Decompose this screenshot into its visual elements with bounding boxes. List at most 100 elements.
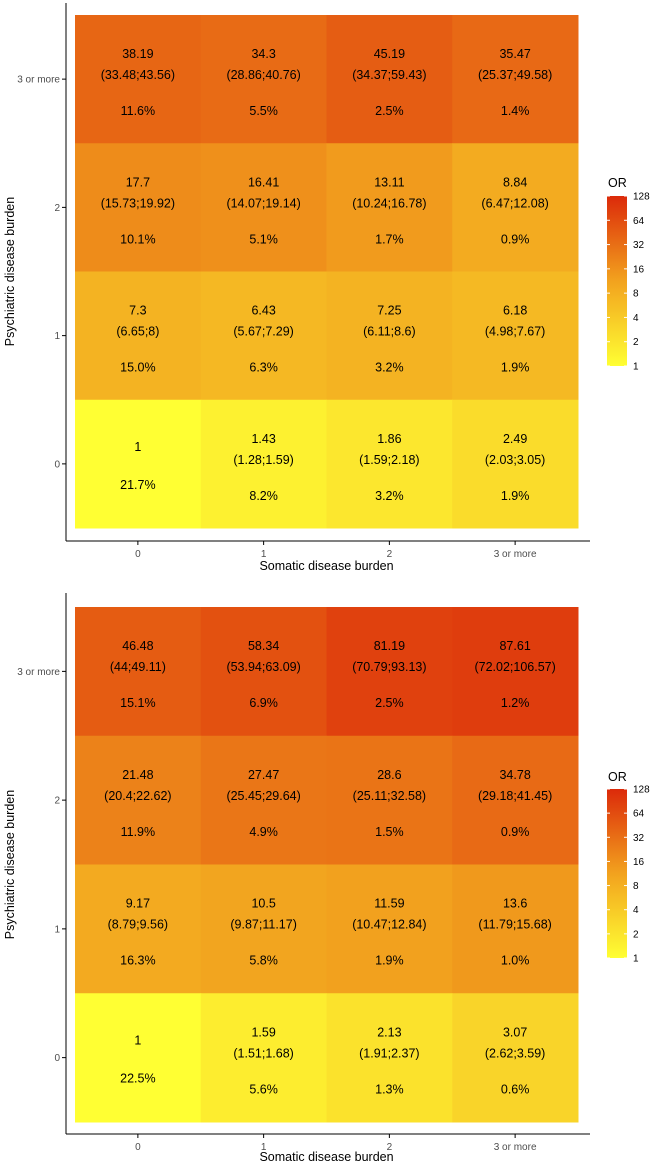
legend-tick-label: 4 [633,313,639,324]
cell-percent-value: 3.2% [375,361,404,375]
cell-percent-value: 1.9% [501,489,530,503]
cell-percent-value: 1.7% [375,232,404,246]
cell-or-value: 3.07 [503,1025,527,1039]
legend-tick-label: 128 [633,192,650,203]
cell-percent-value: 21.7% [120,478,155,492]
cell-or-value: 45.19 [374,47,405,61]
x-axis-title: Somatic disease burden [259,559,393,573]
cell-ci-value: (1.28;1.59) [233,453,293,467]
cell-ci-value: (72.02;106.57) [474,660,555,674]
cell-ci-value: (44;49.11) [110,660,166,674]
cell-or-value: 6.43 [251,304,275,318]
color-legend: OR 128 64 32 16 8 4 2 1 [607,770,650,965]
cell-ci-value: (6.47;12.08) [481,196,548,210]
x-tick-label: 0 [135,1142,141,1153]
cell-ci-value: (25.37;49.58) [478,68,552,82]
cell-ci-value: (6.65;8) [116,325,159,339]
cell-or-value: 8.84 [503,175,527,189]
y-tick-label: 2 [54,796,60,807]
cell-or-value: 46.48 [122,639,153,653]
cell-or-value: 7.3 [129,304,146,318]
y-tick-label: 0 [54,1053,60,1064]
cell-ci-value: (25.11;32.58) [353,789,426,803]
cell-ci-value: (34.37;59.43) [352,68,426,82]
cell-percent-value: 0.9% [501,825,530,839]
cell-ci-value: (10.24;16.78) [352,196,426,210]
cell-ci-value: (15.73;19.92) [101,196,175,210]
cell-or-value: 28.6 [377,768,401,782]
cell-ci-value: (10.47;12.84) [352,918,426,932]
cell-ci-value: (8.79;9.56) [108,918,168,932]
x-tick-label: 2 [387,549,393,560]
y-tick-label: 2 [54,203,60,214]
legend-tick-label: 16 [633,264,645,275]
cell-or-value: 7.25 [377,304,401,318]
cell-ci-value: (2.62;3.59) [485,1046,545,1060]
heatmap-cell [75,143,202,272]
heatmap-cell [326,271,453,401]
cell-percent-value: 1.9% [501,361,530,375]
cell-or-value: 16.41 [248,175,279,189]
heatmap-cell [75,15,202,144]
cell-or-value: 9.17 [126,897,150,911]
heatmap-cell [452,607,579,737]
cell-percent-value: 5.5% [249,104,278,118]
cell-percent-value: 3.2% [375,489,404,503]
cell-percent-value: 5.6% [249,1082,278,1096]
heatmap-cell [75,271,202,401]
cell-percent-value: 15.0% [120,361,155,375]
heatmap-cell [75,735,202,865]
cell-percent-value: 1.2% [501,696,530,710]
cell-or-value: 6.18 [503,304,527,318]
cell-or-value: 1 [134,440,141,454]
heatmap-cell [452,735,579,865]
legend-tick-label: 8 [633,289,639,300]
cell-percent-value: 0.6% [501,1082,530,1096]
cell-or-value: 10.5 [251,897,275,911]
cell-ci-value: (70.79;93.13) [352,660,426,674]
cell-or-value: 2.13 [377,1025,401,1039]
cell-percent-value: 0.9% [501,232,530,246]
legend-tick-label: 8 [633,881,639,892]
cell-percent-value: 6.9% [249,696,278,710]
legend-tick-label: 1 [633,362,639,373]
heatmap-cell [200,864,327,994]
heatmap-cell [200,271,327,401]
legend-tick-label: 4 [633,905,639,916]
heatmap-cell [200,399,327,529]
cell-percent-value: 5.1% [249,232,278,246]
cell-percent-value: 16.3% [120,954,155,968]
y-tick-label: 1 [54,924,60,935]
legend-tick-label: 1 [633,954,639,965]
cell-percent-value: 1.5% [375,825,404,839]
x-tick-label: 3 or more [494,549,537,560]
heatmap-panel-1: 38.19 (33.48;43.56) 11.6% 34.3 (28.86;40.76)… [3,3,650,573]
heatmap-cell [75,399,202,529]
cell-percent-value: 1.3% [375,1082,404,1096]
legend-tick-label: 32 [633,240,645,251]
cell-or-value: 58.34 [248,639,279,653]
heatmap-cell [75,993,202,1123]
y-axis-title: Psychiatric disease burden [3,790,17,939]
cell-percent-value: 22.5% [120,1071,155,1085]
heatmap-cell [452,15,579,144]
legend-tick-label: 64 [633,216,645,227]
cell-percent-value: 1.9% [375,954,404,968]
cell-or-value: 87.61 [499,639,530,653]
legend-tick-label: 64 [633,809,645,820]
cell-ci-value: (4.98;7.67) [485,325,545,339]
legend-tick-label: 2 [633,337,639,348]
legend-title: OR [608,176,627,190]
heatmap-cell [326,993,453,1123]
cell-percent-value: 10.1% [120,232,155,246]
heatmap-cell [452,143,579,272]
x-tick-label: 3 or more [494,1142,537,1153]
heatmap-cell [326,735,453,865]
heatmap-cell [200,735,327,865]
heatmap-panel-2: 46.48 (44;49.11) 15.1% 58.34 (53.94;63.09) 6.… [3,593,650,1164]
cell-or-value: 13.11 [374,175,404,189]
cell-percent-value: 15.1% [120,696,155,710]
legend-title: OR [608,770,627,784]
x-tick-label: 1 [261,549,267,560]
